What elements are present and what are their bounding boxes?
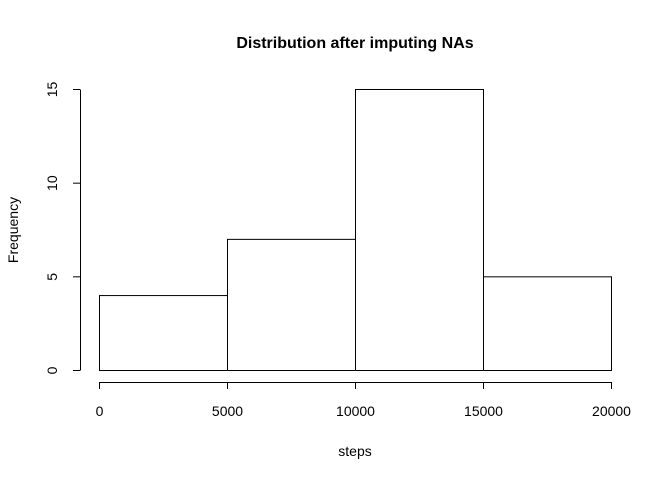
y-tick-label: 5 <box>44 273 60 281</box>
bar-3 <box>483 276 612 372</box>
y-axis: 0 5 10 15 <box>44 82 81 374</box>
bar-0 <box>99 295 228 372</box>
bars-group <box>99 89 612 372</box>
y-axis-label: Frequency <box>5 197 21 263</box>
x-axis: 0 5000 10000 15000 20000 <box>96 382 631 419</box>
x-tick-label: 20000 <box>592 403 631 419</box>
x-axis-label: steps <box>338 443 371 459</box>
x-tick-label: 0 <box>96 403 104 419</box>
y-tick-label: 15 <box>44 82 60 98</box>
x-tick-label: 5000 <box>212 403 243 419</box>
chart-title: Distribution after imputing NAs <box>236 35 473 52</box>
bar-2 <box>355 89 484 371</box>
y-tick-label: 10 <box>44 175 60 191</box>
x-tick-label: 15000 <box>464 403 503 419</box>
x-tick-label: 10000 <box>336 403 375 419</box>
y-tick-label: 0 <box>44 366 60 374</box>
bar-1 <box>227 238 356 371</box>
